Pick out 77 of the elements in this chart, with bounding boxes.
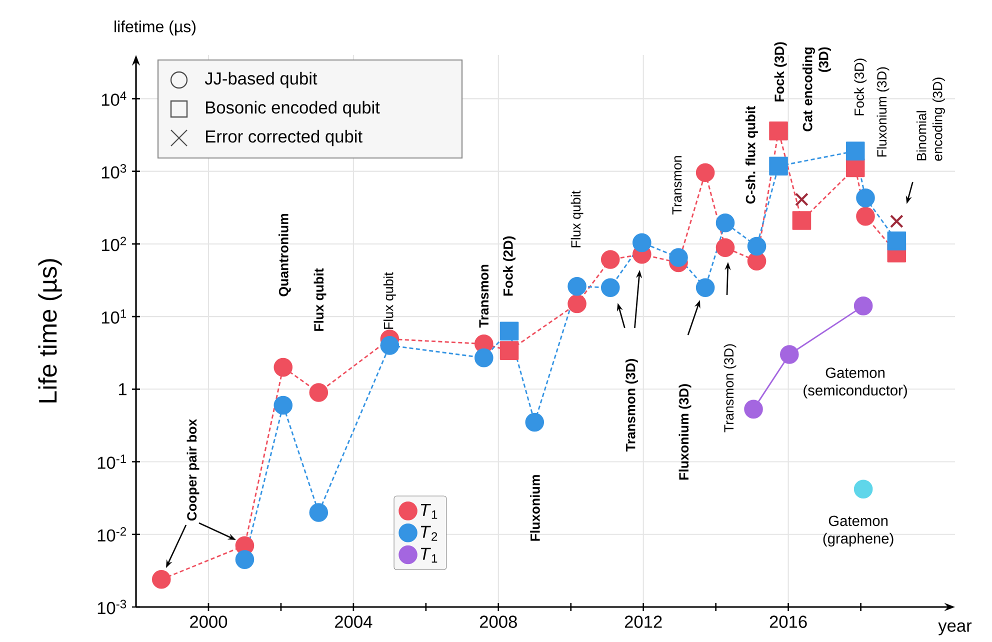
point (500, 322, 519, 341)
annotation: C-sh. flux qubit (746, 106, 758, 204)
point (696, 163, 715, 182)
annotation: Fock (3D) (774, 42, 787, 102)
point (887, 232, 906, 250)
annotation: Quantronium (278, 214, 291, 296)
annotation: Cooper pair box (186, 418, 200, 521)
point (274, 358, 293, 377)
annotation: Bosonic encoded qubit (206, 100, 380, 118)
point (696, 278, 715, 298)
annotation: Transmon (479, 264, 489, 328)
x-tick-label: 2000 (190, 616, 228, 628)
y-tick-label: 10$^{-3}$ (98, 600, 126, 614)
point (669, 248, 688, 267)
point (846, 142, 865, 160)
point (474, 348, 494, 368)
y-tick-label: 10$^{3}$ (102, 164, 126, 179)
point (525, 412, 544, 432)
point (854, 480, 873, 499)
annotation: Cat encoding (3D) (802, 47, 831, 132)
annotation: JJ-based qubit (204, 72, 318, 88)
point (890, 214, 904, 228)
annotation: Error corrected qubit (206, 130, 362, 146)
y-tick-label: 10$^{4}$ (102, 92, 126, 106)
point (780, 345, 799, 364)
y-tick-label: 1 (118, 383, 126, 396)
x-tick-label: 2012 (624, 616, 662, 628)
annotation: Transmon (3D) (626, 358, 638, 452)
point (500, 341, 519, 360)
y-tick-label: 10$^{1}$ (102, 309, 126, 324)
legend-label: T$_{2}$ (420, 526, 438, 541)
legend-label: T$_{1}$ (420, 504, 438, 519)
point (716, 238, 735, 258)
annotation: Transmon (672, 156, 682, 214)
point (792, 211, 812, 230)
point (309, 383, 328, 402)
annotation: Fluxonium (3D) (876, 67, 890, 156)
point (856, 206, 875, 226)
point (274, 396, 293, 415)
annotation: Fluxonium (3D) (678, 384, 692, 480)
point (568, 294, 586, 314)
annotation: Fock (2D) (503, 236, 516, 296)
x-tick-label: 2008 (480, 616, 517, 628)
annotation: Fock (3D) (854, 58, 867, 116)
y-tick-label: 10$^{2}$ (102, 236, 126, 252)
point (854, 296, 873, 316)
annotation: Flux qubit (314, 268, 326, 331)
point (380, 336, 400, 355)
y-tick-label: 10$^{-2}$ (98, 527, 126, 542)
annotation: Flux qubit (383, 272, 396, 329)
point (152, 570, 171, 589)
legend-label: T$_{1}$ (420, 548, 438, 563)
point (600, 278, 620, 298)
point (769, 156, 788, 176)
annotation: Binomial encoding (3D) (916, 78, 945, 161)
point (600, 250, 620, 269)
point (309, 503, 328, 522)
x-axis-title: year (938, 622, 972, 636)
point (235, 550, 254, 569)
point (632, 233, 652, 252)
y-axis-title: Life time (µs) (38, 259, 62, 402)
x-tick-label: 2016 (770, 616, 807, 628)
point (716, 213, 735, 232)
point (769, 122, 788, 140)
point (568, 277, 586, 296)
annotation: Transmon (3D) (724, 344, 736, 432)
point (747, 236, 766, 256)
annotation: Gatemon (semiconductor) (804, 368, 907, 398)
annotation: Fluxonium (530, 475, 540, 541)
annotation: Gatemon (graphene) (823, 516, 894, 547)
annotation: Flux qubit (570, 190, 584, 248)
point (794, 192, 808, 206)
x-tick-label: 2004 (335, 616, 372, 628)
point (856, 188, 875, 208)
point (744, 400, 763, 419)
y-tick-label: 10$^{-1}$ (98, 454, 126, 469)
text: lifetime (µs) (114, 20, 196, 36)
